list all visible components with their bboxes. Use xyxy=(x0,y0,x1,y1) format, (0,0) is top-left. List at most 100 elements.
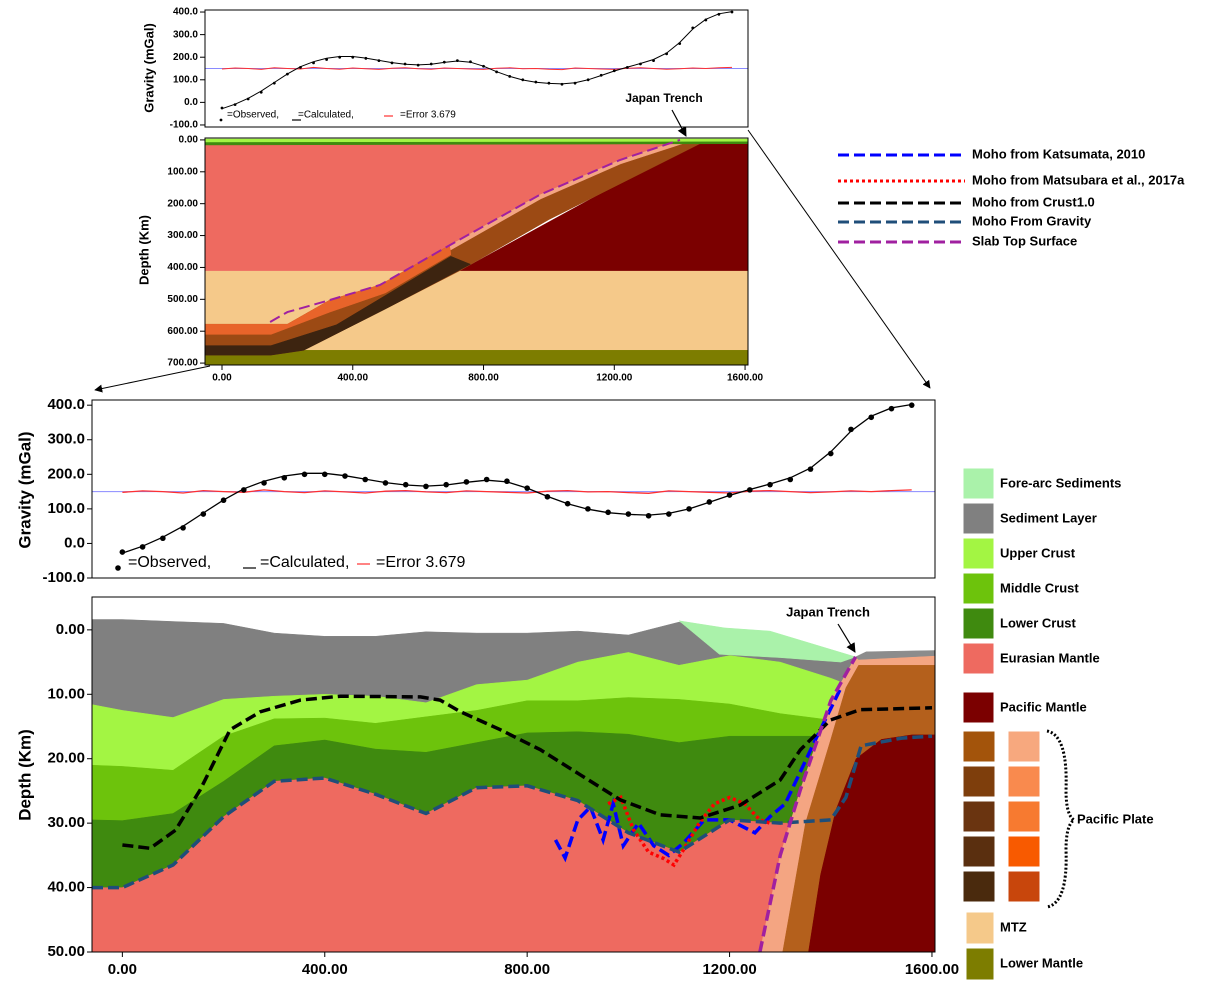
observed-point xyxy=(665,52,668,55)
observed-point xyxy=(565,501,571,507)
legend-label: =Error 3.679 xyxy=(376,554,465,571)
observed-point xyxy=(221,497,227,503)
legend-swatch xyxy=(1008,836,1040,867)
observed-point xyxy=(767,482,773,488)
observed-point xyxy=(247,98,250,101)
legend-label: Moho from Crust1.0 xyxy=(972,194,1095,209)
legend-label: =Error 3.679 xyxy=(400,110,456,121)
legend-swatch xyxy=(963,538,994,569)
observed-point xyxy=(747,487,753,493)
y-tick-label: 200.0 xyxy=(47,465,85,482)
observed-point xyxy=(391,61,394,64)
annotation: Japan Trench xyxy=(786,604,870,619)
legend-swatch xyxy=(1008,801,1040,832)
y-tick-label: 300.0 xyxy=(173,29,198,40)
legend-label: MTZ xyxy=(1000,919,1027,934)
legend-swatch xyxy=(966,948,994,980)
legend-swatch xyxy=(963,766,995,797)
observed-point xyxy=(221,107,224,110)
observed-point xyxy=(521,78,524,81)
y-tick-label: 100.0 xyxy=(173,74,198,85)
observed-point xyxy=(587,78,590,81)
observed-point xyxy=(605,510,611,516)
legend-label: Middle Crust xyxy=(1000,580,1079,595)
observed-point xyxy=(260,91,263,94)
y-tick-label: 0.00 xyxy=(179,135,199,146)
legend-marker xyxy=(220,119,223,122)
x-tick-label: 800.00 xyxy=(468,373,499,384)
legend-label: Eurasian Mantle xyxy=(1000,650,1100,665)
observed-point xyxy=(707,499,713,505)
observed-point xyxy=(626,511,632,517)
legend-label: Lower Mantle xyxy=(1000,955,1083,970)
pacific-plate-bracket xyxy=(1047,731,1074,907)
y-tick-label: 30.00 xyxy=(47,814,85,831)
y-tick-label: 0.0 xyxy=(64,534,85,551)
observed-point xyxy=(322,472,328,478)
observed-point xyxy=(364,57,367,60)
legend-label: Moho From Gravity xyxy=(972,213,1092,228)
y-axis-label: Depth (Km) xyxy=(15,729,34,821)
x-tick-label: 1200.00 xyxy=(702,961,756,978)
legend-label: Slab Top Surface xyxy=(972,233,1077,248)
observed-point xyxy=(302,472,308,478)
legend-label: Moho from Katsumata, 2010 xyxy=(972,146,1145,161)
observed-point xyxy=(639,63,642,66)
observed-point xyxy=(201,511,207,517)
figure: =Observed,=Calculated,=Error 3.679400.03… xyxy=(0,0,1226,983)
legend-label: =Observed, xyxy=(128,554,211,571)
y-tick-label: 0.0 xyxy=(184,97,198,108)
annotation: Japan Trench xyxy=(625,91,702,105)
observed-point xyxy=(678,42,681,45)
observed-point xyxy=(484,477,490,483)
observed-point xyxy=(585,506,591,512)
y-tick-label: 300.0 xyxy=(47,431,85,448)
observed-point xyxy=(808,466,814,472)
observed-point xyxy=(120,549,126,555)
observed-point xyxy=(286,73,289,76)
observed-point xyxy=(691,26,694,29)
trench-arrow xyxy=(838,624,855,652)
legend-label: =Calculated, xyxy=(260,554,349,571)
y-tick-label: 200.0 xyxy=(173,52,198,63)
observed-point xyxy=(325,58,328,61)
legend-swatch xyxy=(963,573,994,604)
observed-point xyxy=(273,82,276,85)
observed-point xyxy=(362,477,368,483)
y-tick-label: 100.0 xyxy=(47,500,85,517)
y-tick-label: 10.00 xyxy=(47,685,85,702)
observed-point xyxy=(508,75,511,78)
legend-label: Sediment Layer xyxy=(1000,510,1097,525)
observed-point xyxy=(600,74,603,77)
observed-point xyxy=(868,414,874,420)
observed-point xyxy=(848,427,854,433)
observed-point xyxy=(482,65,485,68)
legend-label: Moho from Matsubara et al., 2017a xyxy=(972,172,1185,187)
observed-point xyxy=(281,475,287,481)
observed-point xyxy=(561,83,564,86)
legend-marker xyxy=(115,565,121,571)
observed-point xyxy=(524,485,530,491)
observed-point xyxy=(548,82,551,85)
legend-label: =Calculated, xyxy=(298,110,354,121)
observed-point xyxy=(469,60,472,63)
observed-point xyxy=(626,66,629,69)
legend-label: Pacific Plate xyxy=(1077,811,1154,826)
y-tick-label: 600.00 xyxy=(167,326,198,337)
observed-point xyxy=(704,19,707,22)
observed-point xyxy=(464,479,470,485)
observed-point xyxy=(545,494,551,500)
legend-label: =Observed, xyxy=(227,110,279,121)
observed-point xyxy=(338,56,341,59)
observed-point xyxy=(417,64,420,67)
x-tick-label: 1600.00 xyxy=(905,961,959,978)
legend-swatch xyxy=(963,801,995,832)
y-axis-label: Depth (Km) xyxy=(136,215,151,285)
y-tick-label: 100.00 xyxy=(167,166,198,177)
observed-point xyxy=(909,402,915,408)
trench-arrow xyxy=(672,110,686,136)
observed-point xyxy=(443,482,449,488)
legend-swatch xyxy=(963,731,995,762)
observed-point xyxy=(727,492,733,498)
legend-label: Upper Crust xyxy=(1000,545,1076,560)
